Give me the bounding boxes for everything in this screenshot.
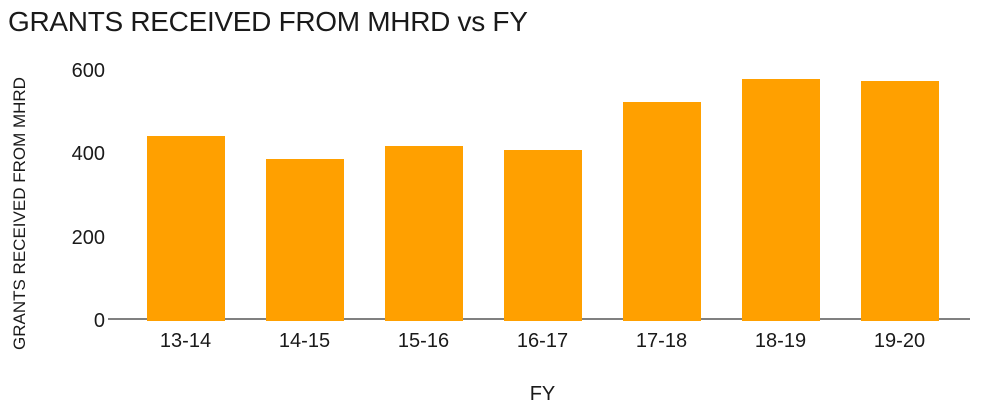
x-tick-label: 16-17 <box>516 330 569 352</box>
x-tick-label: 19-20 <box>873 330 926 352</box>
x-tick-label: 18-19 <box>754 330 807 352</box>
y-tick-label: 0 <box>93 310 105 332</box>
bar-slot-19-20 <box>840 71 959 321</box>
bar-14-15 <box>265 158 344 321</box>
bar-slot-17-18 <box>602 71 721 321</box>
bar-15-16 <box>384 146 463 321</box>
y-tick-label: 200 <box>71 226 105 249</box>
bar-16-17 <box>503 150 582 321</box>
bar-slot-14-15 <box>245 71 364 321</box>
chart-title: GRANTS RECEIVED FROM MHRD vs FY <box>8 6 528 37</box>
bar-slot-15-16 <box>364 71 483 321</box>
y-tick-label: 400 <box>71 143 105 166</box>
bar-slot-16-17 <box>483 71 602 321</box>
bar-13-14 <box>146 135 225 321</box>
x-tick-label: 17-18 <box>635 330 688 352</box>
bar-slot-18-19 <box>721 71 840 321</box>
bar-17-18 <box>622 102 701 321</box>
x-tick-label: 14-15 <box>278 330 331 352</box>
bar-slot-13-14 <box>126 71 245 321</box>
bar-19-20 <box>860 81 939 321</box>
bar-18-19 <box>741 79 820 321</box>
x-axis-tick-labels: 13-14 14-15 15-16 16-17 17-18 18-19 19-20 <box>126 330 959 353</box>
bars-area <box>126 71 959 321</box>
x-tick-label: 15-16 <box>397 330 450 352</box>
y-tick-label: 600 <box>71 60 105 82</box>
x-axis-title: FY <box>529 383 556 405</box>
y-axis-title: GRANTS RECEIVED FROM MHRD <box>10 77 29 350</box>
x-tick-label: 13-14 <box>159 330 212 352</box>
